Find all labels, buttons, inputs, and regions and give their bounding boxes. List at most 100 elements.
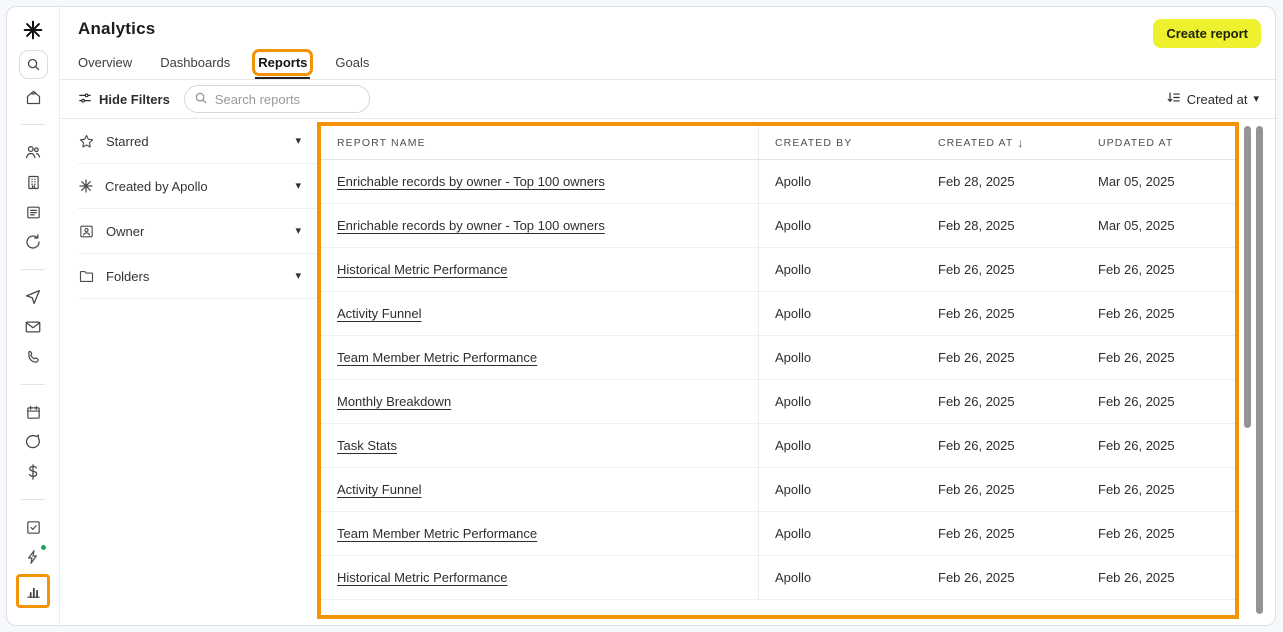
report-name-link[interactable]: Task Stats	[337, 438, 397, 453]
create-report-button[interactable]: Create report	[1153, 19, 1261, 48]
page-title: Analytics	[78, 19, 156, 38]
table-row: Team Member Metric Performance Apollo Fe…	[321, 336, 1235, 380]
page-scrollbar-thumb[interactable]	[1256, 126, 1263, 614]
page-header: Analytics Create report	[60, 7, 1275, 49]
tasks-check-icon[interactable]	[18, 512, 48, 542]
table-body: Enrichable records by owner - Top 100 ow…	[321, 160, 1235, 615]
filter-label: Folders	[106, 268, 150, 284]
sort-by-label: Created at	[1186, 91, 1248, 107]
chevron-down-icon: ▾	[295, 224, 301, 237]
updated-at-cell: Feb 26, 2025	[1098, 306, 1175, 321]
meetings-calendar-icon[interactable]	[18, 397, 48, 427]
filter-section-starred[interactable]: Starred ▾	[78, 119, 317, 164]
created-by-cell: Apollo	[775, 262, 812, 277]
apollo-asterisk-icon	[78, 178, 94, 194]
sidebar-divider	[21, 499, 45, 500]
sort-arrow-down-icon: ↓	[1017, 135, 1025, 150]
apollo-logo-icon	[18, 15, 48, 45]
column-header-updated-at[interactable]: UPDATED AT	[1098, 136, 1174, 149]
created-by-cell: Apollo	[775, 526, 812, 541]
sort-by-control[interactable]: Created at ▾	[1166, 90, 1259, 108]
search-icon	[194, 91, 208, 110]
chevron-down-icon: ▾	[1253, 92, 1259, 105]
filter-label: Created by Apollo	[105, 178, 208, 194]
tab-reports[interactable]: Reports	[252, 49, 314, 79]
table-header-row: REPORT NAME CREATED BY CREATED AT ↓ UPDAT…	[321, 126, 1235, 160]
sidebar-divider	[21, 384, 45, 385]
updated-at-cell: Feb 26, 2025	[1098, 350, 1175, 365]
sequences-send-icon[interactable]	[18, 282, 48, 312]
table-row: Historical Metric Performance Apollo Feb…	[321, 248, 1235, 292]
sync-cycle-icon[interactable]	[18, 227, 48, 257]
updated-at-cell: Feb 26, 2025	[1098, 482, 1175, 497]
report-name-link[interactable]: Activity Funnel	[337, 482, 422, 497]
updated-at-cell: Feb 26, 2025	[1098, 526, 1175, 541]
updated-at-cell: Feb 26, 2025	[1098, 570, 1175, 585]
annotation-box-reports-table: REPORT NAME CREATED BY CREATED AT ↓ UPDAT…	[317, 122, 1239, 619]
created-at-cell: Feb 26, 2025	[938, 482, 1015, 497]
global-search-button[interactable]	[18, 50, 48, 79]
tab-dashboards[interactable]: Dashboards	[160, 55, 231, 70]
home-icon[interactable]	[18, 82, 48, 112]
created-by-cell: Apollo	[775, 482, 812, 497]
updated-at-cell: Feb 26, 2025	[1098, 262, 1175, 277]
created-at-cell: Feb 28, 2025	[938, 174, 1015, 189]
filter-section-owner[interactable]: Owner ▾	[78, 209, 317, 254]
column-header-created-by[interactable]: CREATED BY	[775, 136, 853, 149]
filter-section-created-by-apollo[interactable]: Created by Apollo ▾	[78, 164, 317, 209]
created-by-cell: Apollo	[775, 570, 812, 585]
filter-section-folders[interactable]: Folders ▾	[78, 254, 317, 299]
column-header-report-name[interactable]: REPORT NAME	[321, 126, 759, 159]
sidebar-divider	[21, 124, 45, 125]
table-row: Team Member Metric Performance Apollo Fe…	[321, 512, 1235, 556]
annotation-box-analytics-nav	[16, 574, 50, 608]
email-icon[interactable]	[18, 312, 48, 342]
report-name-link[interactable]: Activity Funnel	[337, 306, 422, 321]
created-by-cell: Apollo	[775, 350, 812, 365]
chevron-down-icon: ▾	[295, 269, 301, 282]
hide-filters-button[interactable]: Hide Filters	[78, 91, 170, 108]
folder-icon	[78, 268, 95, 285]
created-at-cell: Feb 26, 2025	[938, 262, 1015, 277]
analytics-bar-chart-icon[interactable]	[19, 576, 47, 606]
conversations-chat-icon[interactable]	[18, 427, 48, 457]
report-name-link[interactable]: Historical Metric Performance	[337, 570, 508, 585]
updated-at-cell: Feb 26, 2025	[1098, 394, 1175, 409]
filter-label: Starred	[106, 133, 149, 149]
created-by-cell: Apollo	[775, 218, 812, 233]
created-at-cell: Feb 28, 2025	[938, 218, 1015, 233]
reports-toolbar: Hide Filters Created at ▾	[60, 80, 1275, 119]
phone-icon[interactable]	[18, 342, 48, 372]
created-at-cell: Feb 26, 2025	[938, 526, 1015, 541]
created-by-cell: Apollo	[775, 438, 812, 453]
search-reports-input[interactable]	[183, 85, 370, 113]
workflows-bolt-icon[interactable]	[18, 542, 48, 572]
table-row: Enrichable records by owner - Top 100 ow…	[321, 204, 1235, 248]
created-at-cell: Feb 26, 2025	[938, 438, 1015, 453]
lists-icon[interactable]	[18, 197, 48, 227]
report-name-link[interactable]: Team Member Metric Performance	[337, 350, 538, 365]
report-name-link[interactable]: Team Member Metric Performance	[337, 526, 538, 541]
tab-overview[interactable]: Overview	[78, 55, 133, 70]
created-by-cell: Apollo	[775, 306, 812, 321]
status-green-dot	[40, 544, 47, 551]
created-by-cell: Apollo	[775, 394, 812, 409]
table-row: Activity Funnel Apollo Feb 26, 2025 Feb …	[321, 468, 1235, 512]
updated-at-cell: Mar 05, 2025	[1098, 174, 1175, 189]
report-name-link[interactable]: Historical Metric Performance	[337, 262, 508, 277]
column-header-created-at[interactable]: CREATED AT ↓	[938, 135, 1025, 150]
filter-sliders-icon	[78, 91, 92, 108]
created-at-cell: Feb 26, 2025	[938, 394, 1015, 409]
company-building-icon[interactable]	[18, 167, 48, 197]
deals-dollar-icon[interactable]	[18, 457, 48, 487]
chevron-down-icon: ▾	[295, 179, 301, 192]
analytics-tabs: Overview Dashboards Reports Goals	[60, 49, 1275, 80]
chevron-down-icon: ▾	[295, 134, 301, 147]
search-reports-field	[183, 85, 370, 113]
tab-goals[interactable]: Goals	[335, 55, 370, 70]
report-name-link[interactable]: Monthly Breakdown	[337, 394, 452, 409]
report-name-link[interactable]: Enrichable records by owner - Top 100 ow…	[337, 218, 605, 233]
people-icon[interactable]	[18, 137, 48, 167]
report-name-link[interactable]: Enrichable records by owner - Top 100 ow…	[337, 174, 605, 189]
table-scrollbar-thumb[interactable]	[1244, 126, 1251, 428]
